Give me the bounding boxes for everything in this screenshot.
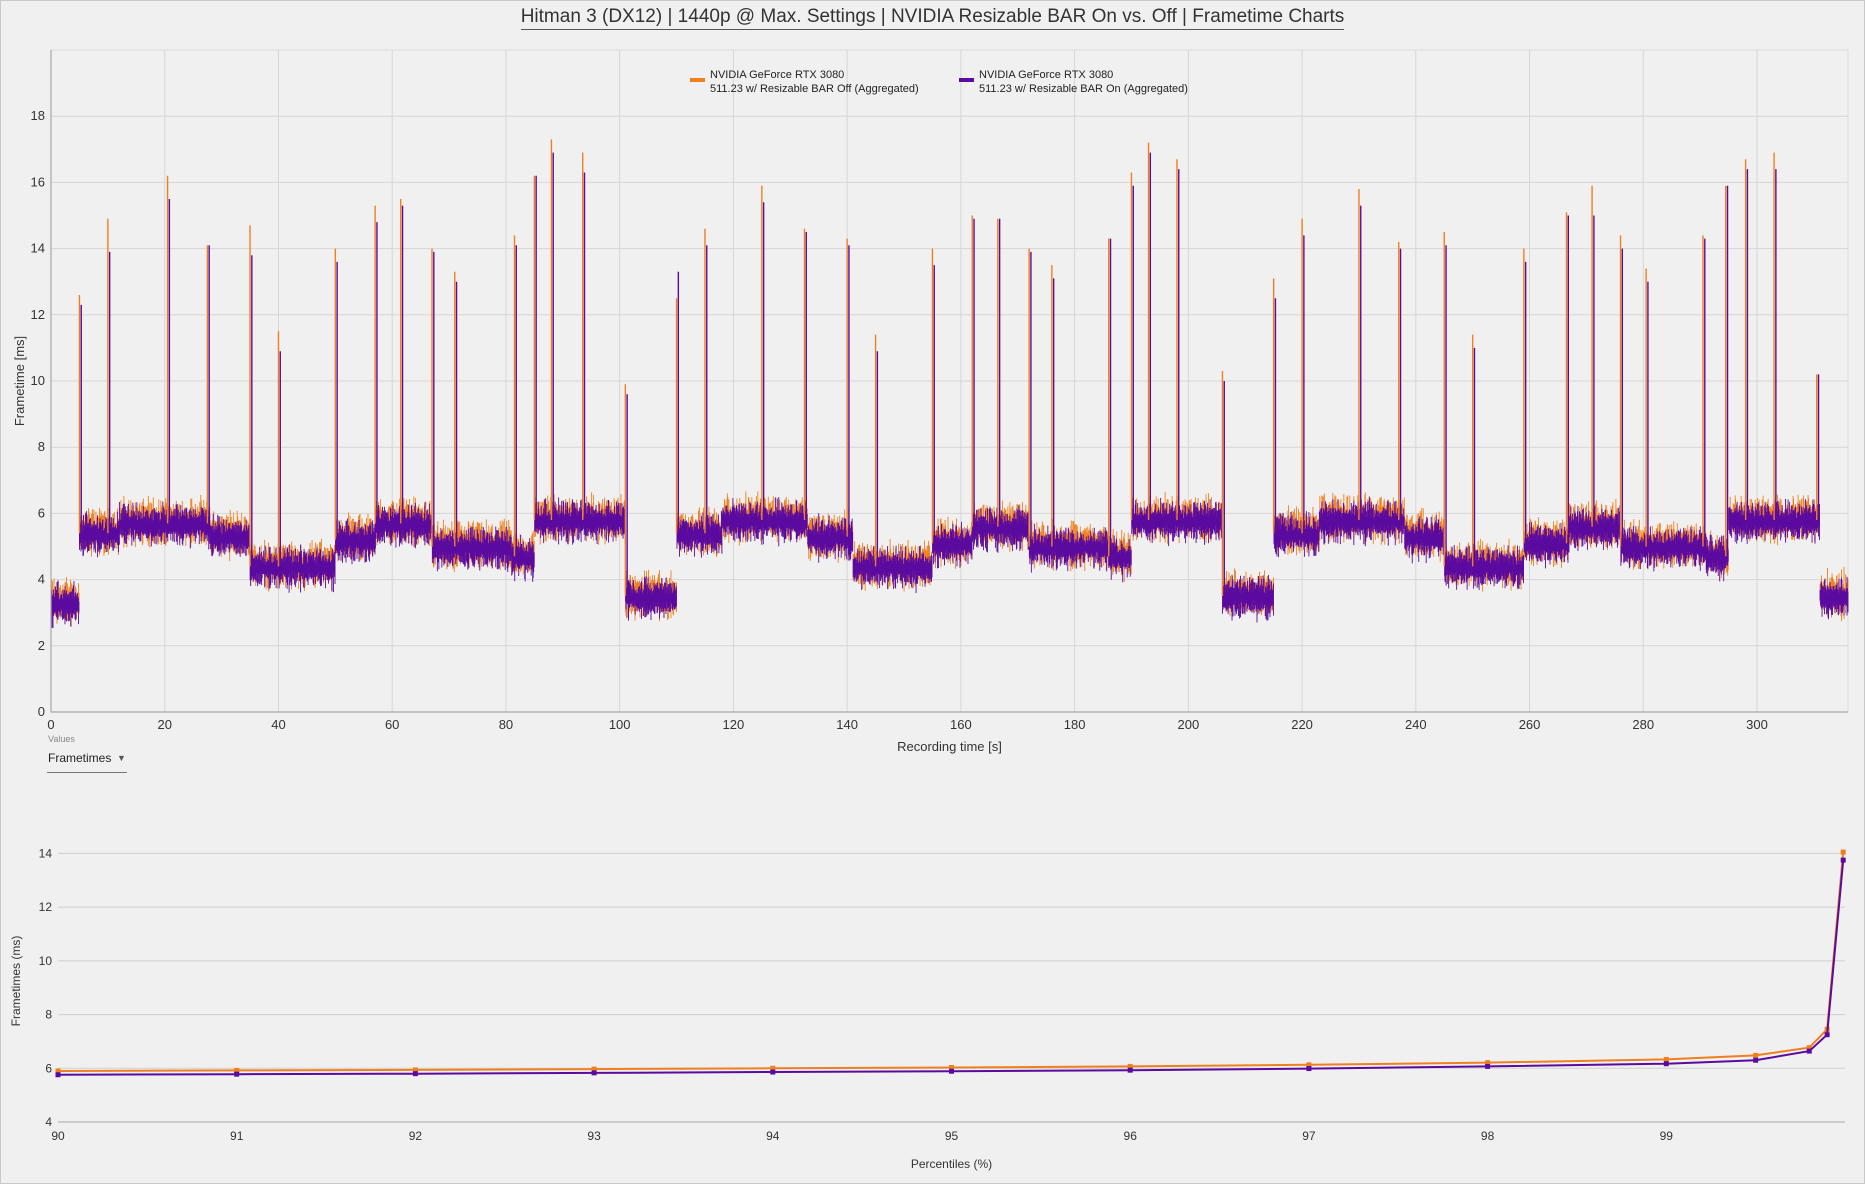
values-dropdown[interactable]: Values Frametimes ▼	[47, 734, 127, 773]
chart-title: Hitman 3 (DX12) | 1440p @ Max. Settings …	[0, 6, 1865, 30]
percentile-point-off	[412, 1067, 418, 1073]
frametime-x-tick-label: 300	[1746, 717, 1768, 732]
frametime-y-tick-label: 2	[38, 638, 45, 653]
percentile-x-tick-label: 96	[1124, 1129, 1138, 1143]
legend-item-off-name: NVIDIA GeForce RTX 3080	[710, 69, 844, 81]
percentile-x-tick-label: 93	[587, 1129, 601, 1143]
frametime-y-tick-label: 4	[38, 572, 45, 587]
percentile-x-tick-label: 98	[1481, 1129, 1495, 1143]
values-dropdown-caption: Values	[48, 734, 75, 744]
percentile-x-tick-label: 97	[1302, 1129, 1316, 1143]
frametime-series	[50, 139, 1849, 629]
percentile-y-tick-label: 4	[45, 1115, 52, 1129]
percentile-x-axis-label: Percentiles (%)	[911, 1157, 992, 1171]
percentile-point-off	[949, 1064, 954, 1070]
frametime-y-tick-label: 6	[38, 505, 45, 520]
percentile-y-tick-label: 14	[39, 846, 53, 860]
frametime-x-tick-label: 140	[836, 717, 858, 732]
percentile-point-off	[1663, 1056, 1669, 1062]
frametime-y-tick-label: 14	[31, 241, 45, 256]
frametime-x-tick-label: 80	[499, 717, 513, 732]
percentile-point-on	[591, 1070, 597, 1076]
percentile-point-off	[1485, 1060, 1491, 1066]
frametime-x-tick-label: 100	[609, 717, 631, 732]
percentile-point-on	[1824, 1032, 1830, 1038]
chart-title-text: Hitman 3 (DX12) | 1440p @ Max. Settings …	[520, 6, 1345, 30]
percentile-y-tick-label: 12	[39, 900, 53, 914]
percentile-x-tick-label: 99	[1660, 1129, 1674, 1143]
percentile-x-tick-label: 95	[945, 1129, 959, 1143]
percentile-y-tick-label: 6	[45, 1061, 52, 1075]
frametime-x-tick-label: 40	[271, 717, 285, 732]
percentile-chart: 4 6 8 10 12 14 90 91 92 93 94 95 96 97 98 99 Percentile…	[9, 846, 1846, 1171]
percentile-series	[55, 849, 1846, 1078]
percentile-point-on	[1663, 1061, 1669, 1067]
frametime-x-tick-label: 280	[1632, 717, 1654, 732]
percentile-y-tick-label: 8	[45, 1008, 52, 1022]
frametime-x-tick-label: 200	[1177, 717, 1199, 732]
percentile-point-off	[770, 1065, 776, 1071]
percentile-point-on	[949, 1068, 954, 1074]
percentile-point-on	[1306, 1066, 1312, 1072]
percentile-point-off	[1306, 1062, 1312, 1068]
legend-swatch-on	[959, 78, 974, 82]
percentile-x-tick-label: 91	[230, 1129, 244, 1143]
percentile-tick-labels: 4 6 8 10 12 14 90 91 92 93 94 95 96 97 98 99	[39, 846, 1674, 1143]
percentile-point-off	[234, 1067, 240, 1073]
frametime-y-tick-label: 16	[31, 174, 45, 189]
percentile-line-off	[57, 852, 1845, 1072]
percentile-point-on	[1485, 1063, 1491, 1069]
frametime-y-tick-label: 8	[38, 439, 45, 454]
frametime-x-tick-label: 180	[1064, 717, 1086, 732]
percentile-point-on	[1806, 1048, 1812, 1054]
legend-swatch-off	[690, 78, 705, 82]
percentile-point-off	[591, 1066, 597, 1072]
frametime-x-axis-label: Recording time [s]	[897, 739, 1002, 754]
percentile-point-on	[412, 1071, 418, 1077]
frametime-x-tick-label: 260	[1519, 717, 1541, 732]
frametime-x-tick-label: 160	[950, 717, 972, 732]
frametime-x-tick-label: 0	[47, 717, 54, 732]
percentile-x-tick-label: 90	[51, 1129, 65, 1143]
percentile-point-off	[1806, 1045, 1812, 1051]
percentile-point-on	[770, 1069, 776, 1075]
percentile-point-off	[55, 1068, 61, 1074]
percentile-point-off	[1127, 1063, 1133, 1069]
values-dropdown-selected: Frametimes	[48, 751, 112, 765]
frametime-y-axis-label: Frametime [ms]	[12, 336, 27, 426]
frametime-axes	[50, 50, 1848, 713]
frametime-y-tick-label: 10	[31, 373, 45, 388]
frametime-y-tick-label: 18	[31, 108, 45, 123]
percentile-y-tick-label: 10	[39, 954, 53, 968]
percentile-gridlines	[58, 852, 1845, 1123]
chevron-down-icon: ▼	[117, 753, 126, 763]
frametime-x-tick-label: 60	[385, 717, 399, 732]
legend-item-off-subname: 511.23 w/ Resizable BAR Off (Aggregated)	[710, 83, 919, 95]
percentile-point-on	[1127, 1067, 1133, 1073]
percentile-point-on	[234, 1071, 240, 1077]
percentile-point-off	[1840, 849, 1846, 855]
legend[interactable]: NVIDIA GeForce RTX 3080 511.23 w/ Resiza…	[690, 69, 1188, 95]
percentile-point-off	[1753, 1052, 1759, 1058]
legend-item-on-name: NVIDIA GeForce RTX 3080	[979, 69, 1113, 81]
percentile-point-on	[55, 1072, 61, 1078]
percentile-x-tick-label: 92	[409, 1129, 423, 1143]
percentile-point-on	[1753, 1057, 1759, 1063]
frametime-x-tick-label: 20	[157, 717, 171, 732]
percentile-point-on	[1840, 857, 1846, 863]
frametime-x-tick-label: 240	[1405, 717, 1427, 732]
frametime-x-tick-label: 120	[723, 717, 745, 732]
percentile-y-axis-label: Frametimes (ms)	[9, 936, 23, 1027]
percentile-line-on	[57, 860, 1845, 1076]
frametime-y-tick-label: 0	[38, 704, 45, 719]
frametime-y-tick-label: 12	[31, 307, 45, 322]
percentile-x-tick-label: 94	[766, 1129, 780, 1143]
legend-item-on-subname: 511.23 w/ Resizable BAR On (Aggregated)	[979, 83, 1188, 95]
frametime-x-tick-label: 220	[1291, 717, 1313, 732]
